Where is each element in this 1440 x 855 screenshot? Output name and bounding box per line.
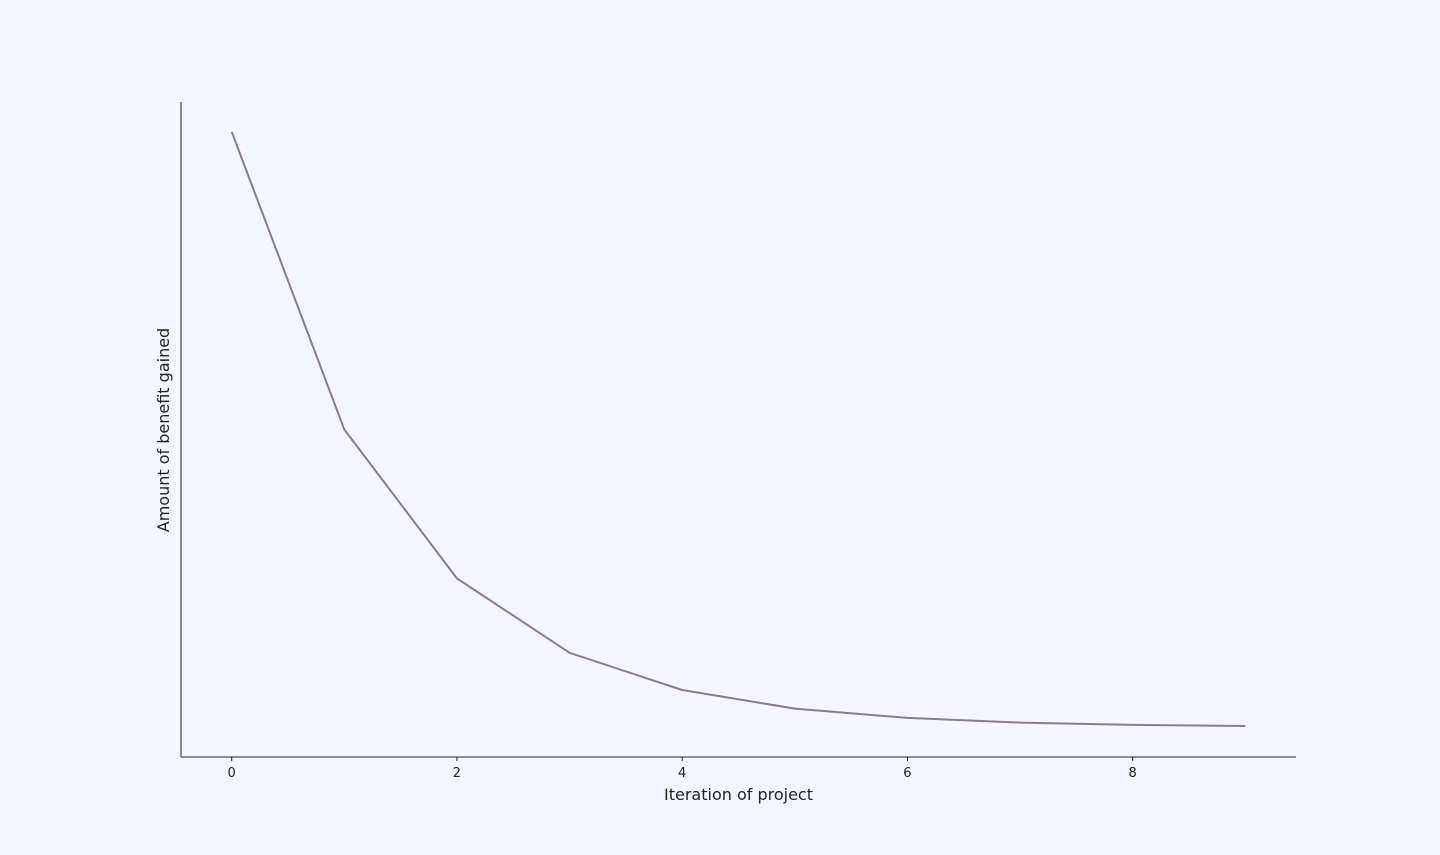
series-layer [230, 131, 1246, 728]
x-axis-ticks: 0 2 4 6 8 [228, 757, 1137, 781]
x-tick-label: 4 [678, 766, 686, 781]
x-tick-label: 0 [228, 766, 236, 781]
series-line [230, 131, 1246, 728]
x-tick-label: 6 [903, 766, 911, 781]
x-tick-label: 8 [1129, 766, 1137, 781]
x-tick-label: 2 [453, 766, 461, 781]
y-axis-label: Amount of benefit gained [154, 328, 173, 532]
x-axis-label: Iteration of project [664, 785, 813, 804]
